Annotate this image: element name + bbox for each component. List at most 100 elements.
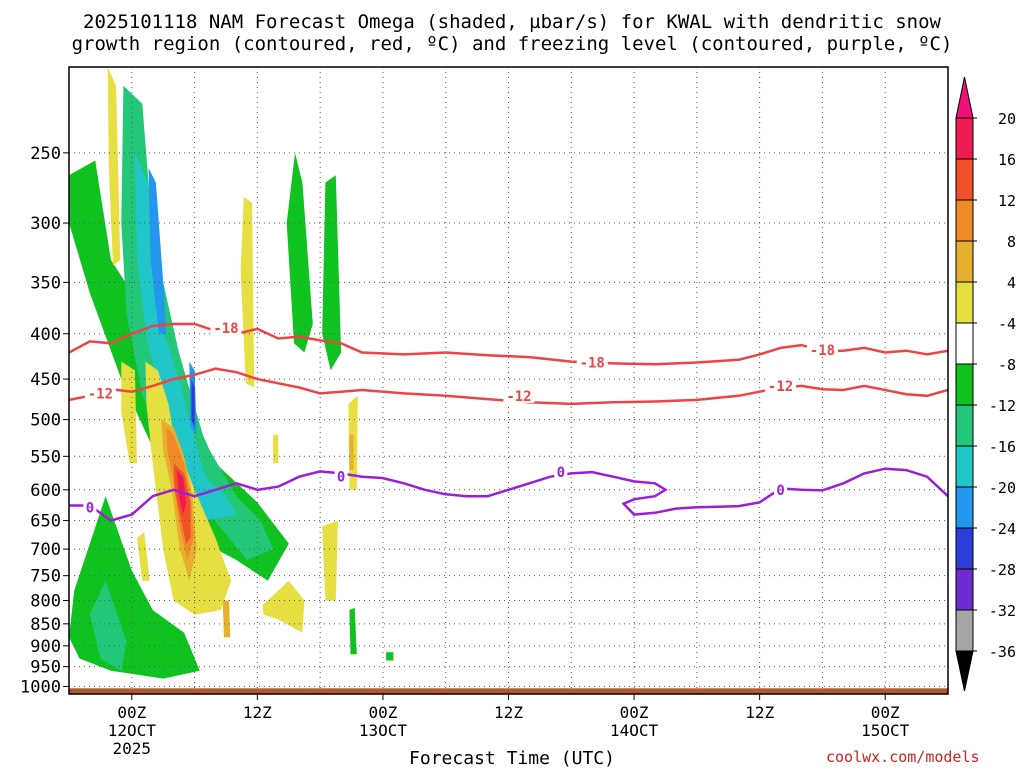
y-tick-label-700: 700: [30, 540, 61, 560]
x-tick-label-54: 00Z: [620, 703, 649, 722]
colorbar-top-arrow: [955, 76, 974, 119]
omega-region-22: [222, 600, 231, 638]
contour-label-1-0: -12: [88, 386, 113, 402]
contour-label-bg: [84, 385, 116, 401]
contour-label-2-1: 0: [337, 470, 345, 486]
colorbar-label-4: 4: [1007, 274, 1016, 292]
colorbar-swatch-4: [955, 281, 974, 324]
omega-region-9: [148, 168, 167, 334]
colorbar-swatch-11: [955, 568, 974, 611]
contour-label-2-3: 0: [776, 483, 784, 499]
contour-label-bg: [210, 319, 242, 335]
y-tick-label-650: 650: [30, 512, 61, 532]
contour-label-bg: [83, 499, 97, 515]
colorbar-label-5: -4: [998, 315, 1016, 333]
omega-region-13: [121, 361, 137, 464]
colorbar-swatch-7: [955, 404, 974, 447]
colorbar: 20 16 12 8 4 -4 -8 -12 -16 -20 -24 -28 -32 -36: [955, 76, 1016, 692]
y-tick-label-850: 850: [30, 615, 61, 635]
colorbar-swatch-9: [955, 486, 974, 529]
colorbar-label-7: -12: [989, 397, 1016, 415]
y-tick-label-450: 450: [30, 370, 61, 390]
omega-region-4: [349, 607, 357, 655]
colorbar-label-6: -8: [998, 356, 1016, 374]
y-tick-label-400: 400: [30, 325, 61, 345]
contour-label-0-2: -18: [810, 343, 835, 359]
colorbar-swatch-2: [955, 199, 974, 242]
plot-area: -18 -18 -18 -12 -12 -12 0 0 0 0: [69, 67, 948, 694]
omega-region-23: [349, 434, 354, 471]
omega-region-8: [134, 152, 237, 521]
axes: 2503003504004505005506006507007508008509…: [20, 66, 949, 758]
colorbar-bottom-arrow: [955, 650, 974, 692]
x-tick-date-6: 12OCT: [108, 721, 157, 740]
colorbar-swatch-last: [955, 609, 974, 652]
x-tick-label-30: 00Z: [368, 703, 397, 722]
y-tick-label-250: 250: [30, 144, 61, 164]
contour-label-1-1: -12: [506, 389, 531, 405]
contour-label-bg: [576, 354, 608, 370]
contour-label-bg: [774, 481, 788, 497]
colorbar-swatch-8: [955, 445, 974, 488]
contour-line-1: [69, 367, 948, 406]
y-tick-label-350: 350: [30, 273, 61, 293]
contour-label-1-2: -12: [768, 379, 793, 395]
contour-label-2-2: 0: [557, 465, 565, 481]
contour-label-2-0: 0: [86, 500, 94, 516]
omega-region-15: [137, 532, 150, 581]
y-tick-label-500: 500: [30, 411, 61, 431]
colorbar-label-9: -20: [989, 479, 1016, 497]
x-tick-label-6: 00Z: [117, 703, 146, 722]
contour-label-bg: [334, 468, 348, 484]
colorbar-label-2: 12: [998, 192, 1016, 210]
colorbar-swatch-1: [955, 158, 974, 201]
colorbar-swatch-3: [955, 240, 974, 283]
colorbar-label-3: 8: [1007, 233, 1016, 251]
colorbar-label-11: -28: [989, 561, 1016, 579]
omega-region-19: [322, 520, 338, 601]
colorbar-swatch-10: [955, 527, 974, 570]
y-tick-label-600: 600: [30, 481, 61, 501]
y-tick-label-800: 800: [30, 592, 61, 612]
contour-label-bg: [554, 464, 568, 480]
credit-link[interactable]: coolwx.com/models: [826, 748, 980, 766]
y-tick-label-550: 550: [30, 447, 61, 467]
y-tick-label-950: 950: [30, 658, 61, 678]
x-tick-date-30: 13OCT: [359, 721, 408, 740]
contour-label-bg: [806, 341, 838, 357]
y-tick-label-1000: 1000: [20, 677, 61, 697]
x-tick-date-54: 14OCT: [610, 721, 659, 740]
contour-label-bg: [765, 377, 797, 393]
x-tick-label-66: 12Z: [745, 703, 774, 722]
colorbar-label-10: -24: [989, 520, 1016, 538]
x-tick-date-78: 15OCT: [861, 721, 910, 740]
contour-label-0-1: -18: [580, 355, 605, 371]
colorbar-swatch-6: [955, 363, 974, 406]
y-tick-label-900: 900: [30, 637, 61, 657]
colorbar-swatch-0: [955, 117, 974, 160]
omega-region-16: [240, 196, 255, 388]
omega-region-7: [89, 580, 127, 671]
omega-region-17: [273, 434, 279, 464]
colorbar-swatch-5: [955, 322, 974, 365]
colorbar-label-8: -16: [989, 438, 1016, 456]
x-tick-label-18: 12Z: [243, 703, 272, 722]
colorbar-label-12: -32: [989, 602, 1016, 620]
omega-region-5: [386, 652, 394, 661]
x-axis-label: Forecast Time (UTC): [409, 748, 615, 769]
contour-label-bg: [503, 387, 535, 403]
ground-bar: [69, 688, 948, 694]
colorbar-label-1: 16: [998, 151, 1016, 169]
colorbar-label-0: 20: [998, 110, 1016, 128]
omega-region-11: [191, 379, 195, 428]
y-tick-label-750: 750: [30, 567, 61, 587]
contour-label-0-0: -18: [213, 321, 238, 337]
omega-region-18: [262, 580, 305, 633]
x-tick-label-42: 12Z: [494, 703, 523, 722]
chart-title-line1: 2025101118 NAM Forecast Omega (shaded, µ…: [83, 11, 941, 33]
chart-title-line2: growth region (contoured, red, ºC) and f…: [71, 33, 953, 55]
x-tick-label-78: 00Z: [871, 703, 900, 722]
omega-region-3: [322, 175, 342, 371]
omega-region-12: [107, 67, 121, 266]
